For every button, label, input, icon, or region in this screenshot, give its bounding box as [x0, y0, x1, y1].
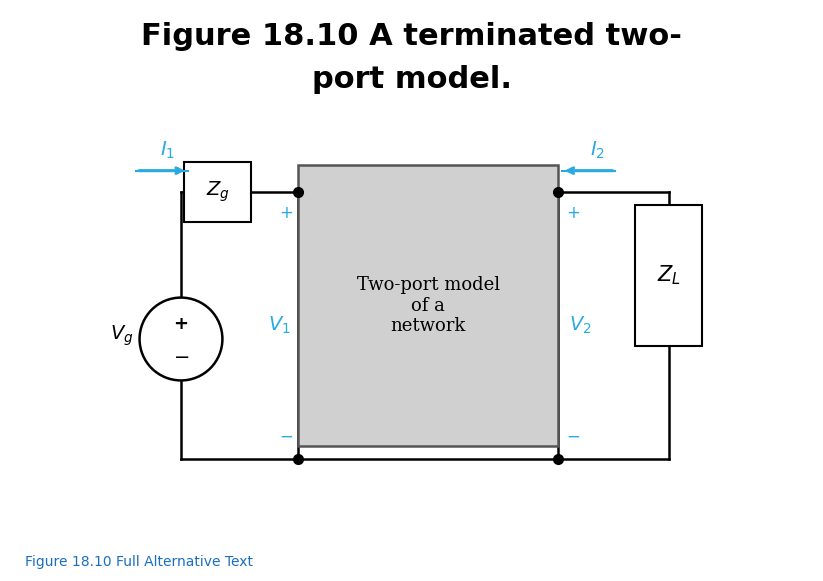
- Text: port model.: port model.: [311, 65, 512, 94]
- Text: $Z_L$: $Z_L$: [657, 264, 681, 288]
- Text: Figure 18.10 A terminated two-: Figure 18.10 A terminated two-: [141, 21, 682, 51]
- Text: Two-port model
of a
network: Two-port model of a network: [356, 276, 500, 335]
- Text: $V_1$: $V_1$: [267, 315, 291, 336]
- Text: $-$: $-$: [566, 427, 580, 445]
- Text: $I_1$: $I_1$: [160, 140, 175, 162]
- Text: $-$: $-$: [173, 346, 189, 365]
- Text: $-$: $-$: [279, 427, 293, 445]
- Text: $+$: $+$: [279, 205, 293, 223]
- Bar: [184, 162, 251, 222]
- Text: $Z_g$: $Z_g$: [206, 180, 230, 205]
- Text: $+$: $+$: [566, 205, 580, 223]
- Text: $I_2$: $I_2$: [590, 140, 605, 162]
- Bar: [298, 165, 559, 446]
- Text: $V_g$: $V_g$: [110, 324, 134, 348]
- Text: Figure 18.10 Full Alternative Text: Figure 18.10 Full Alternative Text: [25, 555, 253, 569]
- Text: $V_2$: $V_2$: [569, 315, 591, 336]
- Bar: [635, 206, 702, 346]
- Circle shape: [140, 297, 222, 381]
- Text: +: +: [174, 315, 188, 333]
